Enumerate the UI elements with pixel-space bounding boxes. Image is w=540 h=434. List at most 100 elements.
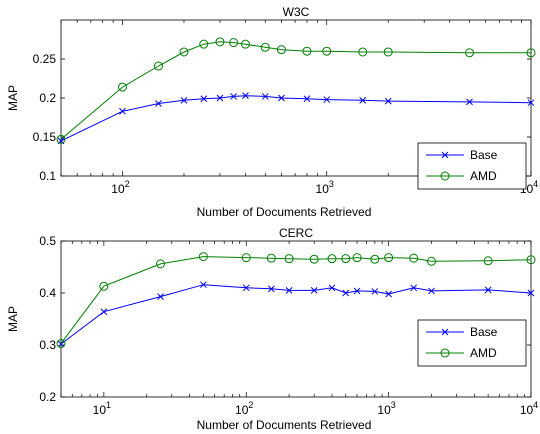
data-point [385, 290, 392, 298]
data-point [302, 46, 312, 56]
y-tick-label: 0.2 [39, 91, 56, 105]
data-point [483, 256, 493, 266]
data-point [303, 95, 311, 103]
series-amd [56, 37, 536, 144]
legend-label: Base [470, 148, 498, 162]
data-point [353, 287, 361, 295]
y-tick-label: 0.1 [39, 169, 56, 183]
data-point [466, 98, 473, 106]
data-point [157, 293, 164, 300]
data-point [180, 96, 188, 104]
series-base [57, 92, 535, 145]
chart-title: CERC [279, 226, 313, 240]
data-point [100, 308, 108, 316]
data-point [260, 42, 270, 52]
data-point [341, 254, 351, 264]
y-tick-label: 0.25 [33, 52, 57, 66]
data-point [266, 253, 276, 263]
series-base [57, 281, 535, 348]
series-amd [56, 252, 536, 348]
data-point [352, 253, 362, 263]
data-point [241, 253, 251, 263]
chart-title: W3C [283, 5, 310, 19]
legend-box [417, 142, 527, 190]
data-point [384, 253, 394, 263]
x-tick-label: 103 [377, 400, 395, 417]
legend-marker [440, 171, 450, 181]
data-point [284, 254, 294, 264]
data-point [328, 284, 336, 292]
data-point [359, 96, 367, 104]
x-tick-label: 102 [111, 179, 129, 196]
data-point [57, 340, 65, 348]
data-point [526, 48, 536, 58]
x-tick-label: 102 [235, 400, 253, 417]
data-point [484, 286, 492, 294]
x-tick-label: 104 [520, 400, 538, 417]
data-point [426, 256, 436, 266]
x-axis-label: Number of Documents Retrieved [197, 418, 372, 432]
data-point [370, 254, 380, 264]
data-point [383, 47, 393, 57]
y-tick-label: 0.4 [39, 286, 56, 300]
data-point [327, 254, 337, 264]
data-point [242, 92, 249, 100]
data-point [99, 281, 109, 291]
data-point [527, 99, 535, 107]
legend-marker [441, 328, 449, 336]
data-point [278, 94, 285, 102]
data-point [117, 82, 127, 92]
data-point [198, 252, 208, 262]
x-tick-label: 103 [316, 179, 334, 196]
data-point [156, 259, 166, 269]
data-point [119, 107, 126, 115]
data-point [428, 287, 435, 295]
data-point [409, 253, 419, 263]
data-point [410, 284, 418, 292]
y-axis-label: MAP [6, 85, 20, 111]
series-line [60, 95, 532, 142]
data-point [322, 46, 332, 56]
data-point [323, 96, 331, 103]
x-axis-label: Number of Documents Retrieved [197, 205, 372, 219]
legend-marker [441, 151, 449, 159]
series-line [60, 41, 531, 140]
y-tick-label: 0.5 [39, 234, 56, 248]
data-point [242, 284, 250, 292]
data-point [240, 39, 250, 49]
legend-box [417, 319, 527, 367]
data-point [526, 255, 536, 265]
data-point [384, 97, 392, 105]
legend-label: AMD [470, 169, 497, 183]
data-point [230, 93, 237, 100]
data-point [56, 134, 66, 144]
data-point [310, 287, 318, 294]
data-point [465, 48, 475, 58]
data-point [229, 38, 239, 48]
data-point [216, 94, 224, 102]
data-point [155, 100, 162, 107]
legend: Base AMD [417, 142, 527, 190]
data-point [215, 37, 225, 47]
series-line [60, 256, 532, 344]
y-tick-label: 0.2 [39, 390, 56, 404]
legend: Base AMD [417, 319, 527, 367]
data-point [200, 281, 207, 289]
data-point [309, 254, 319, 264]
data-point [199, 39, 209, 49]
axes-frame [60, 240, 532, 398]
data-point [267, 285, 275, 293]
data-point [153, 61, 163, 71]
data-point [200, 95, 208, 103]
subplot-cerc: CERC 0.2 0.3 0.4 0.5 101 102 103 104 Number of Do… [6, 226, 538, 432]
data-point [56, 338, 66, 348]
y-axis-label: MAP [6, 306, 20, 332]
data-point [358, 47, 368, 57]
data-point [276, 45, 286, 55]
y-tick-label: 0.15 [33, 130, 57, 144]
legend-label: AMD [470, 346, 497, 360]
legend-label: Base [470, 325, 498, 339]
data-point [285, 287, 293, 294]
